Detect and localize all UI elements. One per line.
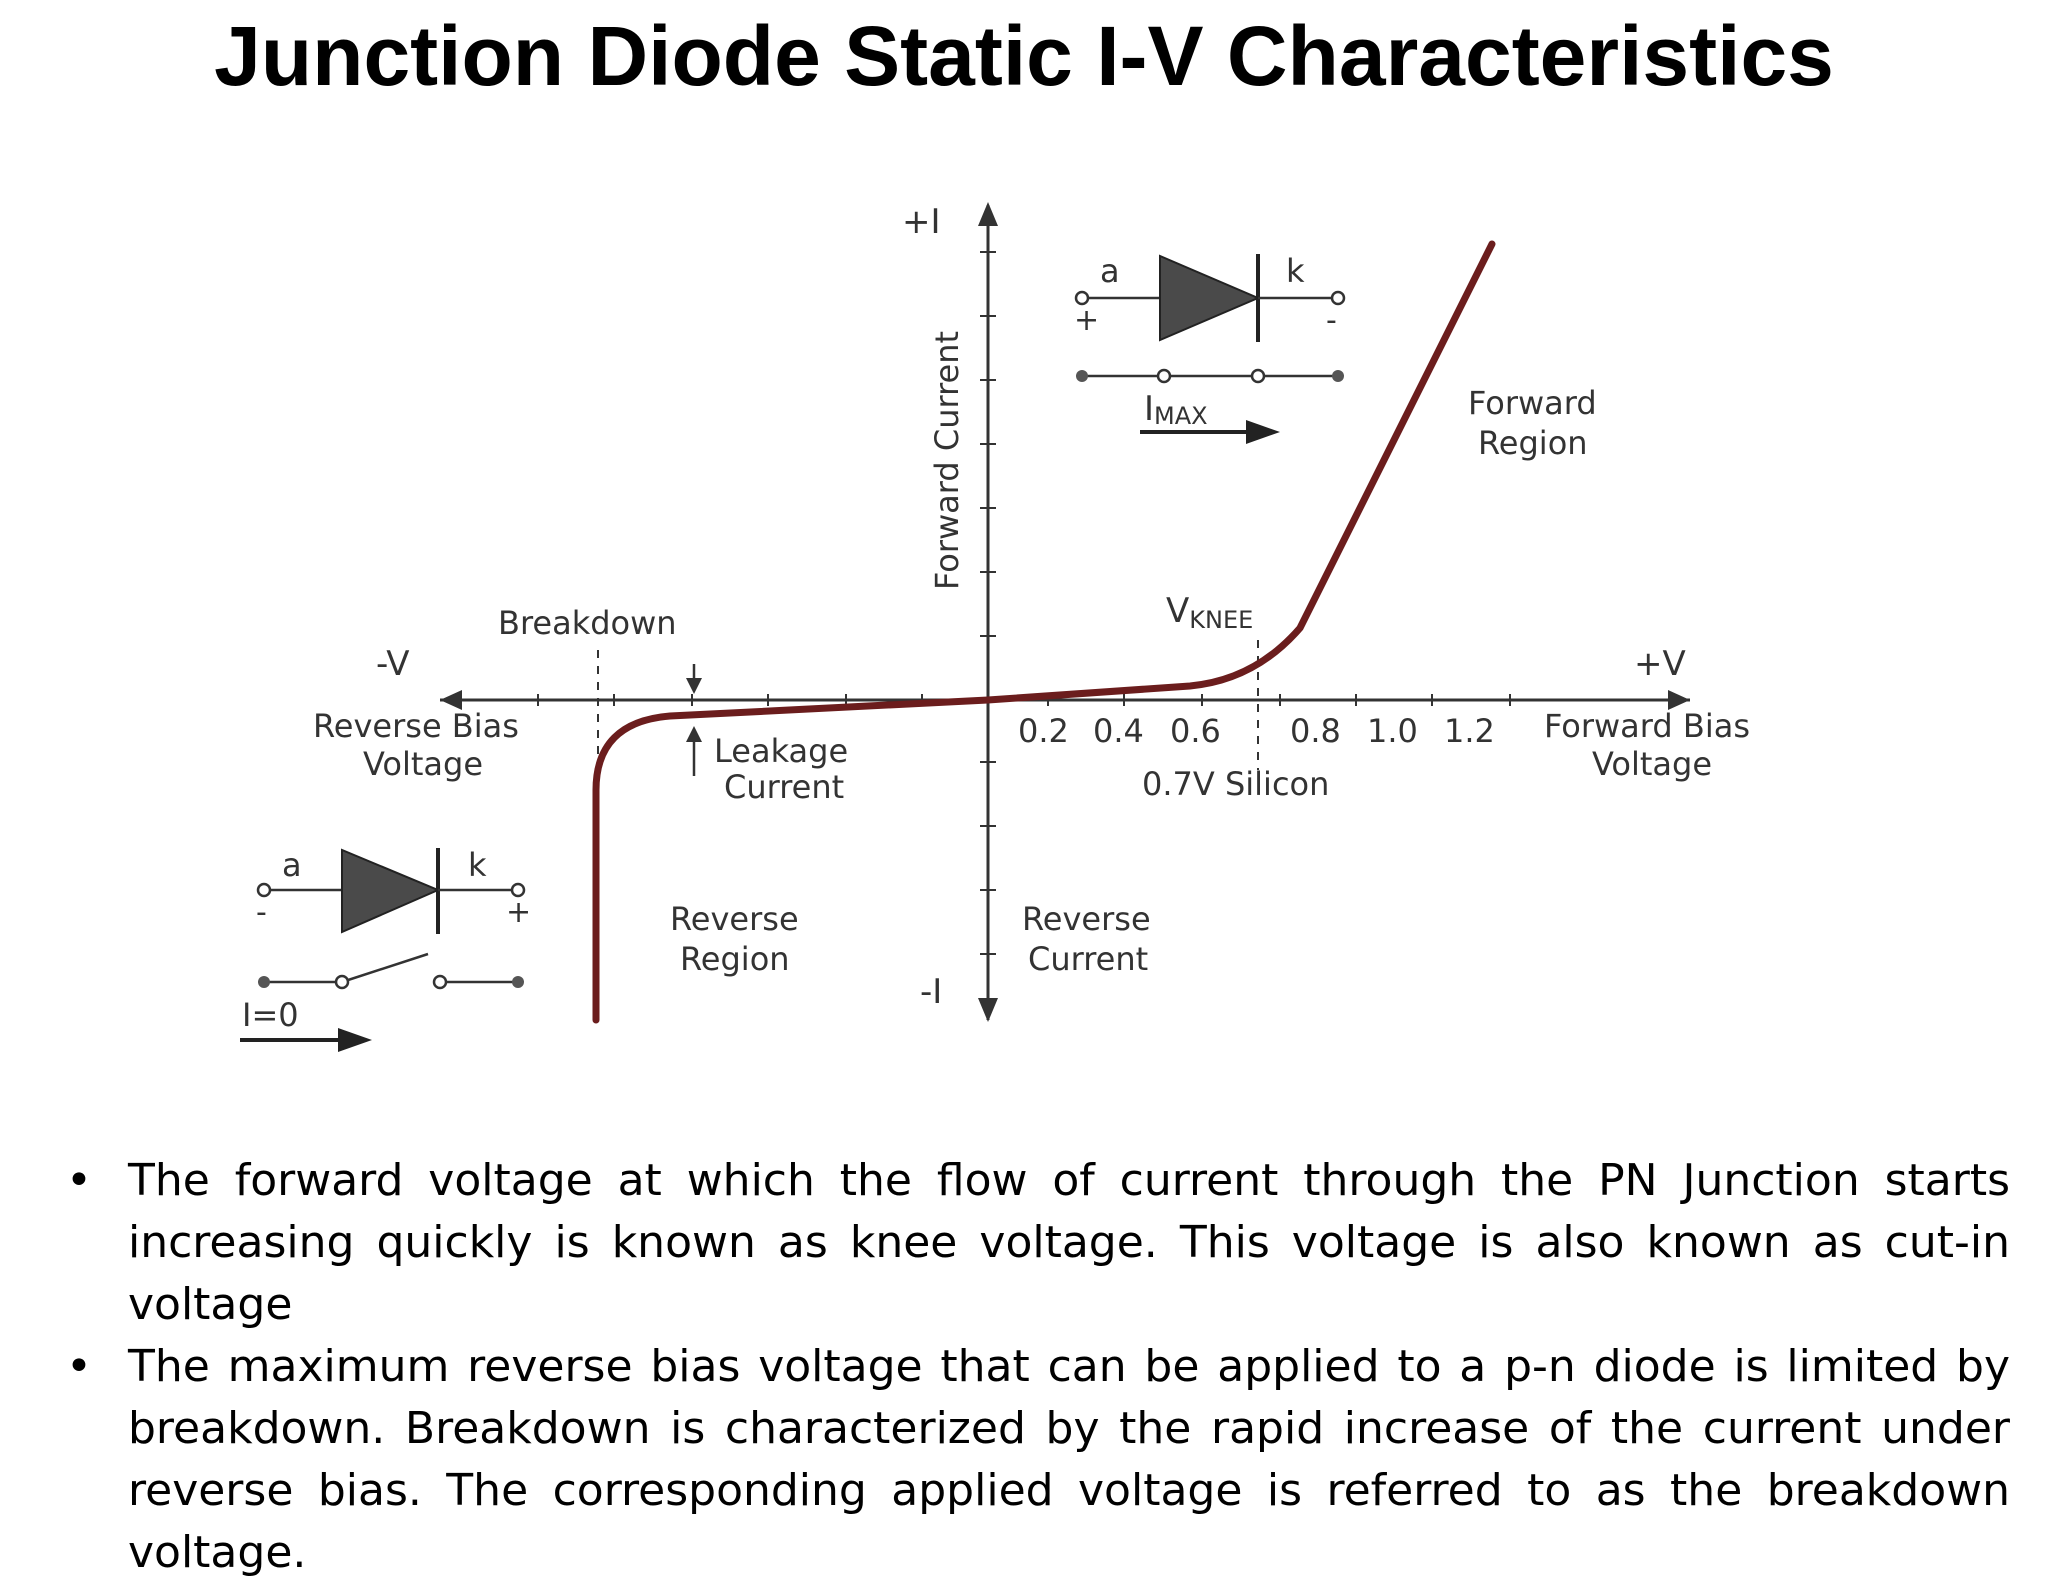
fwd-terminal-right — [1330, 290, 1346, 306]
bullet-item: • The maximum reverse bias voltage that … — [60, 1336, 2010, 1584]
axes: +I -I -V +V Forward Current — [376, 202, 1690, 1022]
vknee-sub: KNEE — [1189, 606, 1253, 634]
imax-arrow-head — [1246, 420, 1280, 444]
bullet-item: • The forward voltage at which the flow … — [60, 1150, 2010, 1336]
leakage-arrows — [686, 664, 702, 776]
forward-bias-label-2: Voltage — [1592, 745, 1712, 783]
rev-diode-triangle — [341, 848, 441, 934]
bullet-text: The forward voltage at which the flow of… — [128, 1155, 2010, 1330]
rev-current-label: I=0 — [242, 996, 299, 1034]
tick-label: 0.6 — [1170, 712, 1221, 750]
bullet-dot: • — [66, 1155, 92, 1206]
tick-label: 0.4 — [1093, 712, 1144, 750]
rev-switch-node — [432, 974, 448, 990]
fwd-diode-triangle — [1159, 254, 1261, 342]
imax-label: IMAX — [1144, 389, 1208, 430]
vknee-label: VKNEE — [1166, 591, 1253, 634]
reverse-current-label-2: Current — [1028, 940, 1148, 978]
fwd-anode-label: a — [1100, 252, 1120, 290]
neg-v-label: -V — [376, 644, 410, 684]
y-axis-label: Forward Current — [928, 331, 966, 590]
slide-title: Junction Diode Static I-V Characteristic… — [214, 9, 1834, 103]
forward-bias-circuit: a k + - IMAX — [1074, 252, 1346, 444]
vknee-v: V — [1166, 591, 1189, 631]
y-tick-marks — [980, 251, 996, 955]
neg-i-label: -I — [920, 972, 942, 1012]
tick-label: 0.2 — [1018, 712, 1069, 750]
bullet-text: The maximum reverse bias voltage that ca… — [128, 1341, 2010, 1578]
pos-i-arrow — [978, 202, 998, 226]
forward-region-label-2: Region — [1478, 424, 1588, 462]
iv-curve — [592, 240, 1496, 1024]
rev-terminal-right — [510, 882, 526, 898]
pos-v-arrow — [1668, 690, 1690, 710]
reverse-bias-label-2: Voltage — [363, 745, 483, 783]
reverse-bias-circuit: a k - + I=0 — [240, 846, 531, 1052]
tick-label: 0.8 — [1290, 712, 1341, 750]
reverse-current-label-1: Reverse — [1022, 900, 1151, 938]
leakage-label-1: Leakage — [714, 732, 848, 770]
reverse-region-label-1: Reverse — [670, 900, 799, 938]
rev-minus-label: - — [256, 895, 267, 930]
rev-anode-label: a — [282, 846, 302, 884]
x-tick-labels: 0.2 0.4 0.6 0.8 1.0 1.2 — [1018, 712, 1495, 750]
rev-switch-node — [512, 976, 524, 988]
pos-i-label: +I — [902, 202, 941, 242]
iv-characteristics-diagram: +I -I -V +V Forward Current 0.2 0.4 0.6 … — [240, 202, 1750, 1052]
pos-v-label: +V — [1634, 644, 1686, 684]
silicon-label: 0.7V Silicon — [1142, 765, 1329, 803]
rev-current-arrow-head — [338, 1028, 372, 1052]
reverse-region-label-2: Region — [680, 940, 790, 978]
breakdown-label: Breakdown — [498, 604, 677, 642]
fwd-minus-label: - — [1326, 303, 1337, 338]
fwd-switch-node — [1332, 370, 1344, 382]
fwd-plus-label: + — [1074, 303, 1099, 338]
imax-sub: MAX — [1154, 402, 1208, 430]
fwd-switch-node — [1250, 368, 1266, 384]
rev-cathode-label: k — [468, 846, 487, 884]
fwd-switch-node — [1076, 370, 1088, 382]
tick-label: 1.2 — [1444, 712, 1495, 750]
tick-label: 1.0 — [1367, 712, 1418, 750]
rev-terminal-left — [256, 882, 272, 898]
fwd-switch-node — [1156, 368, 1172, 384]
bullet-list: • The forward voltage at which the flow … — [60, 1150, 2010, 1584]
neg-v-arrow — [440, 690, 462, 710]
leakage-label-2: Current — [724, 768, 844, 806]
rev-switch-node — [334, 974, 350, 990]
region-labels: Breakdown Reverse Bias Voltage Leakage C… — [313, 384, 1750, 978]
rev-open-switch-blade — [341, 952, 429, 984]
neg-i-arrow — [978, 998, 998, 1022]
imax-i: I — [1144, 389, 1154, 429]
forward-region-label-1: Forward — [1468, 384, 1597, 422]
reverse-bias-label-1: Reverse Bias — [313, 707, 519, 745]
bullet-dot: • — [66, 1341, 92, 1392]
fwd-cathode-label: k — [1286, 252, 1305, 290]
rev-switch-node — [258, 976, 270, 988]
forward-bias-label-1: Forward Bias — [1544, 707, 1750, 745]
fwd-terminal-left — [1074, 290, 1090, 306]
rev-plus-label: + — [506, 895, 531, 930]
